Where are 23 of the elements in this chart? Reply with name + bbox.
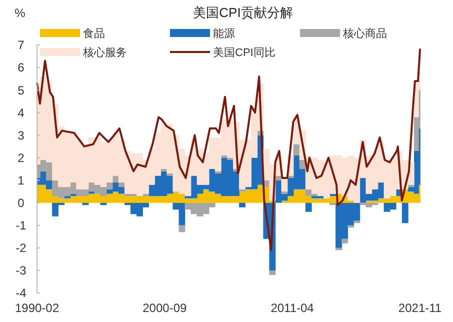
y-axis-title: % [14, 6, 26, 20]
y-tick-label: -4 [16, 286, 27, 300]
y-tick-label: 2 [18, 150, 25, 165]
x-tick-label: 2011-04 [270, 301, 314, 316]
x-tick-label: 2021-11 [398, 301, 442, 316]
y-tick-label: 7 [18, 38, 25, 52]
y-tick-label: -2 [16, 241, 27, 256]
y-tick-label: 4 [18, 106, 25, 120]
legend-label: 核心商品 [342, 26, 387, 40]
chart-title: 美国CPI贡献分解 [193, 5, 293, 20]
y-tick-label: 0 [18, 196, 25, 210]
y-tick-label: -1 [16, 218, 27, 233]
x-tick-label: 1990-02 [14, 301, 60, 316]
legend-label: 核心服务 [82, 46, 127, 59]
x-tick-label: 2000-09 [142, 301, 187, 316]
y-tick-label: 1 [18, 173, 25, 188]
y-tick-label: -3 [16, 264, 27, 278]
legend-label: 食品 [83, 28, 105, 40]
y-tick-label: 6 [18, 60, 25, 75]
legend-label: 能源 [213, 26, 235, 40]
y-tick-label: 5 [18, 83, 25, 98]
y-tick-label: 3 [18, 128, 25, 142]
legend-label: 美国CPI同比 [213, 46, 276, 59]
